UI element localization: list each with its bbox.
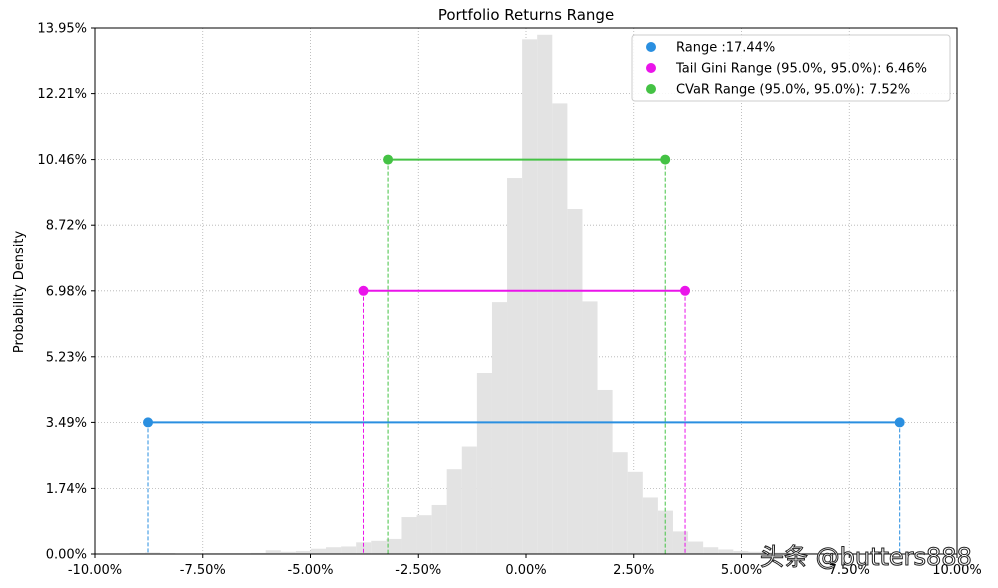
range-endpoint [894,417,905,428]
x-tick-label: -5.00% [288,563,334,578]
y-tick-label: 8.72% [46,219,87,234]
range-endpoint [680,285,691,296]
histogram-bar [748,551,764,554]
x-tick-label: 2.50% [613,563,654,578]
y-axis-title: Probability Density [12,231,27,354]
histogram-bar [401,517,417,554]
histogram-bar [280,551,296,554]
histogram-bar [612,452,628,554]
range-series [143,154,905,554]
histogram-bars [129,34,915,555]
x-tick-label: -2.50% [395,563,441,578]
histogram-bar [386,538,402,554]
histogram-bar [537,34,553,554]
histogram-bar [642,497,658,554]
histogram-bar [552,103,568,555]
y-tick-label: 12.21% [37,87,87,102]
histogram-bar [476,373,492,554]
legend-box [631,34,951,102]
legend-marker [646,42,656,52]
watermark: 头条 @butters888 [760,543,972,571]
chart-title: Portfolio Returns Range [438,6,614,24]
x-tick-label: 0.00% [505,563,546,578]
range-endpoint [660,154,671,165]
legend-marker [646,84,656,94]
histogram-bar [522,39,538,554]
histogram-bar [341,546,357,554]
histogram-bar [326,547,342,554]
legend-marker [646,63,656,73]
histogram-bar [718,549,734,554]
histogram-bar [672,531,689,554]
histogram-bar [703,547,719,554]
histogram-bar [356,542,372,554]
histogram-bar [295,550,311,554]
histogram-bar [567,208,583,554]
histogram-bar [733,550,749,554]
histogram-bar [431,504,447,554]
y-tick-label: 10.46% [37,153,87,168]
legend-label: CVaR Range (95.0%, 95.0%): 7.52% [676,83,910,98]
y-tick-label: 5.23% [46,350,87,365]
y-tick-label: 0.00% [46,548,87,563]
range-endpoint [383,154,394,165]
x-tick-label: 7.50% [829,563,870,578]
histogram-bar [808,552,824,554]
x-tick-label: -10.00% [68,563,122,578]
histogram-bar [416,515,432,554]
histogram-bar [446,469,462,554]
histogram-bar [688,541,704,554]
histogram-bar [491,302,508,554]
histogram-bar [129,552,145,554]
y-tick-label: 6.98% [46,284,87,299]
histogram-bar [144,552,161,554]
y-tick-label: 13.95% [37,22,87,37]
histogram-bar [582,301,598,554]
histogram-bar [627,471,643,554]
x-tick-label: -7.50% [180,563,226,578]
legend-label: Tail Gini Range (95.0%, 95.0%): 6.46% [675,62,927,77]
histogram-bar [250,552,266,554]
axes: -10.00% -7.50% -5.00% -2.50% 0.00% 2.50% 5.00%… [37,22,981,579]
histogram-bar [265,550,281,554]
y-tick-label: 1.74% [46,482,87,497]
y-tick-label: 3.49% [46,416,87,431]
histogram-bar [461,446,477,554]
histogram-bar [778,552,794,554]
range-endpoint [143,417,154,428]
range-endpoint [358,285,369,296]
legend: Range :17.44% Tail Gini Range (95.0%, 95.… [631,34,951,102]
histogram-bar [597,389,613,554]
histogram-bar [371,540,387,554]
x-tick-label: 5.00% [721,563,762,578]
histogram-bar [507,178,523,554]
x-tick-label: 10.00% [932,563,982,578]
histogram-bar [310,548,327,554]
legend-label: Range :17.44% [676,41,775,56]
histogram-bar [793,552,809,554]
histogram-bar [763,552,779,554]
